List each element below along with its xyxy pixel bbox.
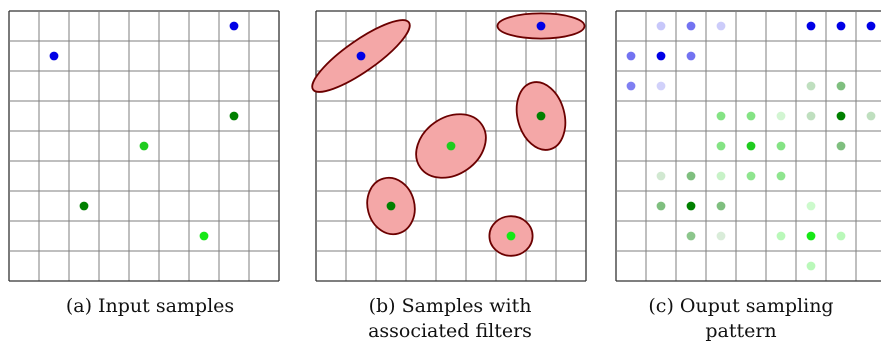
output-sample-point (656, 171, 666, 181)
caption-b-line-1: (b) Samples with (369, 295, 532, 317)
output-sample-point (626, 81, 636, 91)
sample-point (356, 51, 366, 61)
output-sample-point (806, 81, 816, 91)
output-sample-point (716, 201, 726, 211)
sample-point (446, 141, 456, 151)
output-sample-point (836, 81, 846, 91)
output-sample-point (836, 231, 846, 241)
output-sample-point (716, 171, 726, 181)
output-sample-point (776, 141, 786, 151)
output-sample-point (776, 231, 786, 241)
output-sample-point (656, 51, 666, 61)
output-sample-point (776, 171, 786, 181)
output-sample-point (686, 201, 696, 211)
output-sample-point (626, 51, 636, 61)
panel-a-input-samples (8, 10, 280, 282)
output-sample-point (806, 261, 816, 271)
output-sample-point (746, 171, 756, 181)
output-sample-point (746, 111, 756, 121)
output-sample-point (686, 171, 696, 181)
sample-point (386, 201, 396, 211)
sample-point (139, 141, 149, 151)
panel-c-grid (615, 10, 881, 282)
output-sample-point (686, 51, 696, 61)
output-sample-point (716, 21, 726, 31)
output-sample-point (656, 81, 666, 91)
output-sample-point (716, 231, 726, 241)
caption-b-line-2: associated filters (368, 320, 532, 342)
sample-point (199, 231, 209, 241)
output-sample-point (686, 21, 696, 31)
output-sample-point (656, 201, 666, 211)
caption-c-line-2: pattern (705, 320, 776, 342)
sample-point (536, 111, 546, 121)
output-sample-point (746, 141, 756, 151)
output-sample-point (806, 231, 816, 241)
output-sample-point (866, 21, 876, 31)
caption-a: (a) Input samples (66, 295, 234, 317)
sample-point (49, 51, 59, 61)
output-sample-point (836, 111, 846, 121)
output-sample-point (866, 111, 876, 121)
sample-point (506, 231, 516, 241)
output-sample-point (806, 21, 816, 31)
output-sample-point (836, 21, 846, 31)
panel-c-output-sampling-pattern (615, 10, 881, 282)
output-sample-point (716, 141, 726, 151)
caption-c-line-1: (c) Ouput sampling (648, 295, 833, 317)
output-sample-point (686, 231, 696, 241)
sample-point (536, 21, 546, 31)
output-sample-point (836, 141, 846, 151)
output-sample-point (806, 201, 816, 211)
output-sample-point (656, 21, 666, 31)
sample-point (79, 201, 89, 211)
output-sample-point (806, 111, 816, 121)
output-sample-point (716, 111, 726, 121)
panel-a-grid (8, 10, 280, 282)
sample-point (229, 21, 239, 31)
sample-point (229, 111, 239, 121)
panel-b-samples-with-filters (311, 10, 587, 282)
output-sample-point (776, 111, 786, 121)
